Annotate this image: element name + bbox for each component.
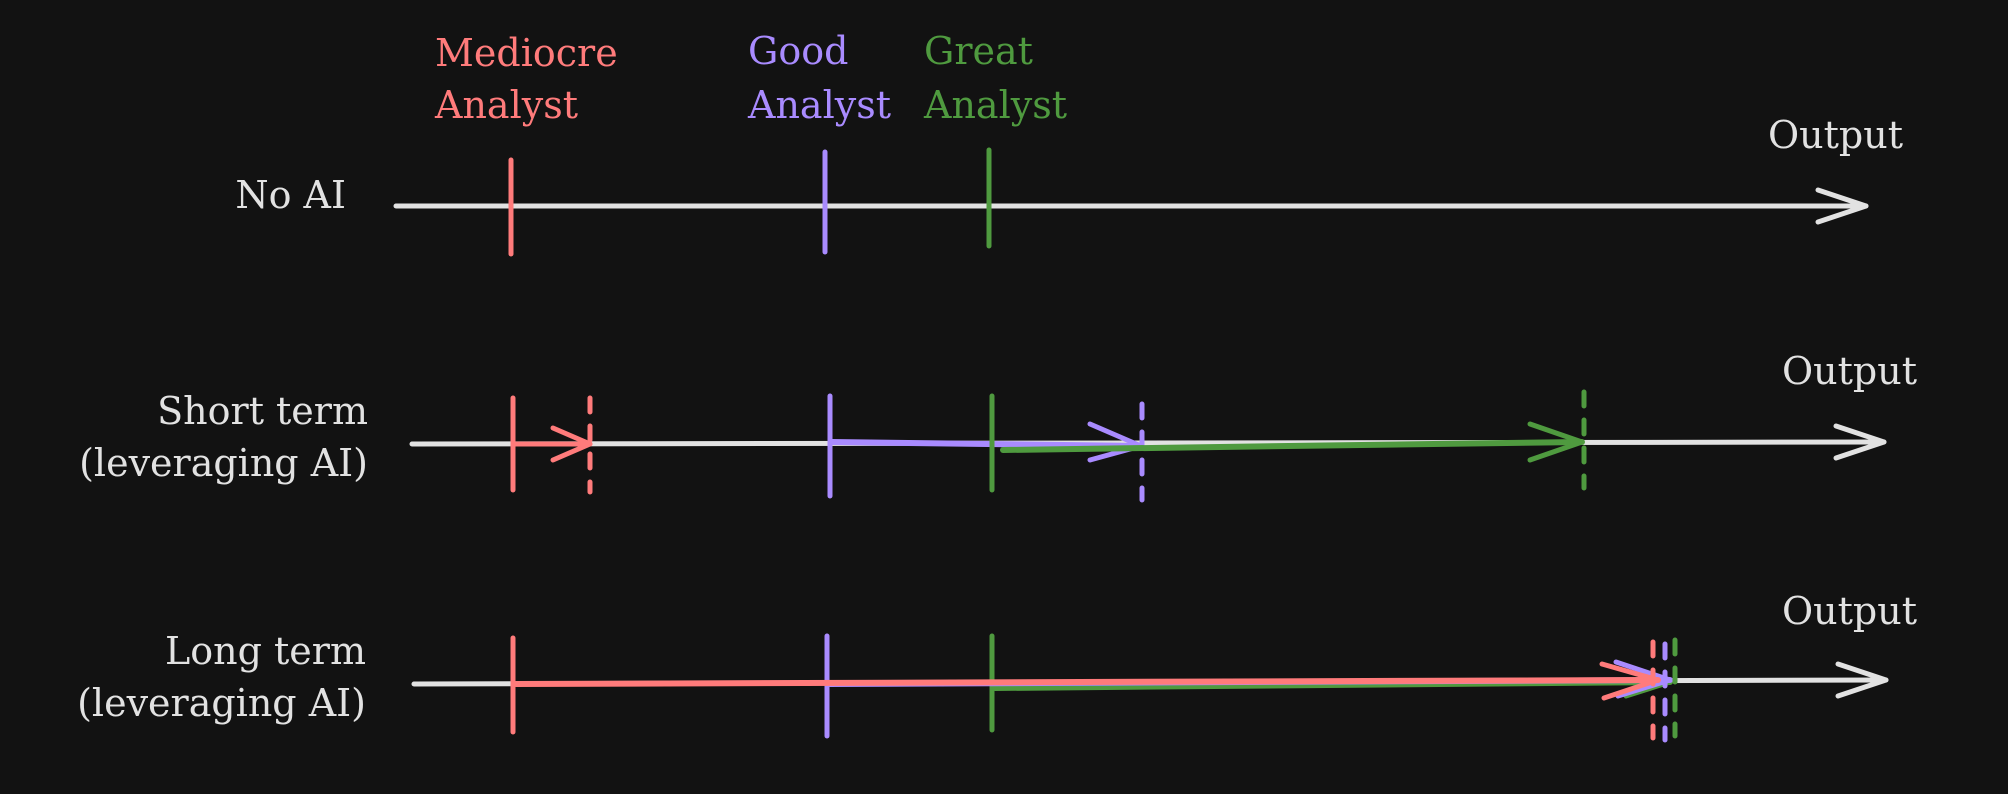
legend-mediocre-line1: Mediocre [435,31,618,75]
axis-arrowhead-3 [1835,661,1889,699]
legend-great-line1: Great [924,29,1033,73]
axis-arrowhead-1 [1815,187,1869,225]
legend: Mediocre Analyst Good Analyst Great Anal… [434,29,1067,127]
legend-great-line2: Analyst [923,83,1067,127]
axis-label-output-3: Output [1782,589,1917,633]
gain-arrowhead-great-2 [1527,421,1585,463]
gain-arrowhead-good-3 [1613,659,1673,699]
row-label-short-line1: Short term [157,389,368,433]
legend-good-line2: Analyst [747,83,891,127]
gain-arrow-good-2 [829,439,1144,449]
gain-arrow-great-2 [1000,439,1585,453]
row-label-no-ai: No AI [235,173,346,217]
axis-line-2 [409,439,1887,447]
legend-mediocre-line2: Analyst [434,83,578,127]
row-no-ai: No AI Output [235,113,1903,257]
gain-arrow-mediocre-3 [513,677,1661,687]
legend-good-line1: Good [748,29,848,73]
row-label-long-line2: (leveraging AI) [77,681,366,725]
gain-arrowhead-mediocre-2 [550,425,593,463]
axis-label-output-1: Output [1768,113,1903,157]
row-label-long-line1: Long term [165,629,366,673]
row-short-term: Short term (leveraging AI) Output [79,349,1917,503]
row-long-term: Long term (leveraging AI) Output [77,589,1917,743]
row-label-short-line2: (leveraging AI) [79,441,368,485]
axis-label-output-2: Output [1782,349,1917,393]
axis-arrowhead-2 [1833,423,1887,461]
gain-arrowhead-mediocre-3 [1599,661,1661,701]
